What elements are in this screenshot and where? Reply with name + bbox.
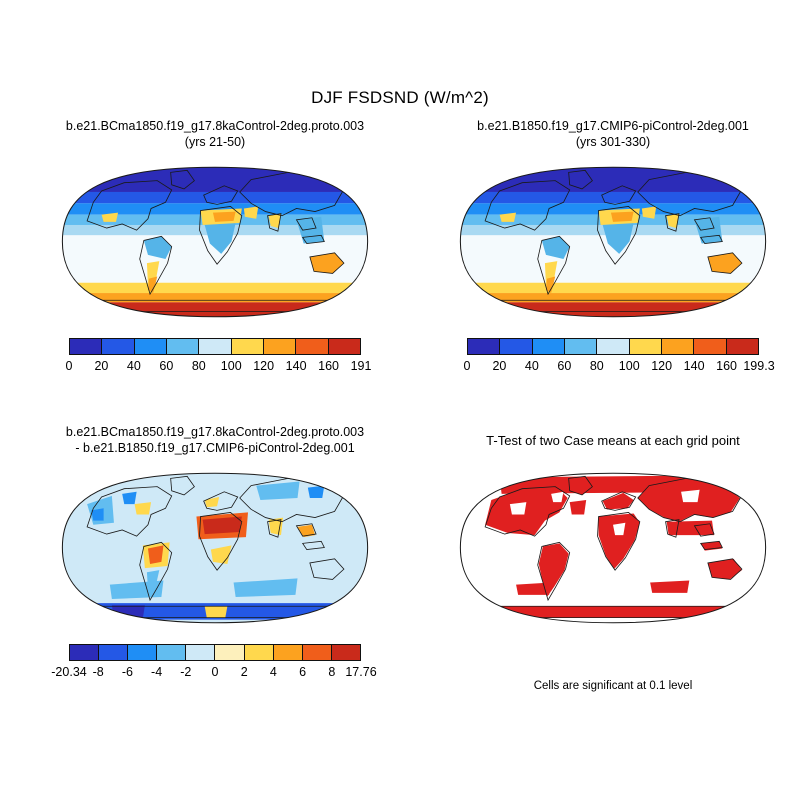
map-fill-layer xyxy=(460,473,766,623)
colorbar-box xyxy=(331,645,360,660)
colorbar-tick-label: 199.3 xyxy=(743,359,775,373)
colorbar-box xyxy=(500,339,533,354)
significance-caption: Cells are significant at 0.1 level xyxy=(533,680,693,692)
panel-case2: b.e21.B1850.f19_g17.CMIP6-piControl-2deg… xyxy=(443,118,783,374)
colorbar-box xyxy=(166,339,200,354)
colorbar-tick-label: 100 xyxy=(220,359,242,373)
colorbar-case2: 0 20 40 60 80 100 120 140 160 199.3 xyxy=(463,338,775,374)
colorbar-tick-label: -2 xyxy=(180,665,192,679)
panel-case1-title-line2: (yrs 21-50) xyxy=(184,135,246,149)
colorbar-tick-label: 100 xyxy=(618,359,640,373)
colorbar-box xyxy=(629,339,662,354)
panel-case2-title: b.e21.B1850.f19_g17.CMIP6-piControl-2deg… xyxy=(443,118,783,152)
panel-difference-title: b.e21.BCma1850.f19_g17.8kaControl-2deg.p… xyxy=(45,424,385,458)
colorbar-tick-label: 40 xyxy=(524,359,539,373)
colorbar-tick-label: 120 xyxy=(651,359,673,373)
colorbar-box xyxy=(263,339,297,354)
panel-difference-title-line1: b.e21.BCma1850.f19_g17.8kaControl-2deg.p… xyxy=(65,425,365,439)
colorbar-box xyxy=(134,339,167,354)
colorbar-box xyxy=(296,339,329,354)
panel-ttest: T-Test of two Case means at each grid po… xyxy=(443,424,783,692)
map-case1 xyxy=(61,166,369,318)
colorbar-tick-label: 0 xyxy=(463,359,471,373)
colorbar-tick-label: 20 xyxy=(492,359,507,373)
colorbar-box xyxy=(564,339,598,354)
colorbar-box xyxy=(468,339,501,354)
map-fill-layer xyxy=(62,473,368,623)
colorbar-box xyxy=(532,339,565,354)
colorbar-tick-label: 80 xyxy=(191,359,206,373)
colorbar-tick-label: 17.76 xyxy=(345,665,377,679)
colorbar-tick-label: 140 xyxy=(683,359,705,373)
colorbar-tick-label: 60 xyxy=(557,359,572,373)
colorbar-tick-label: -8 xyxy=(92,665,104,679)
colorbar-tick-label: 8 xyxy=(328,665,336,679)
panel-ttest-title-line1: T-Test of two Case means at each grid po… xyxy=(486,433,740,448)
colorbar-box xyxy=(102,339,135,354)
colorbar-tick-label: 140 xyxy=(285,359,307,373)
colorbar-boxes xyxy=(69,644,361,661)
panel-difference-title-line2: - b.e21.B1850.f19_g17.CMIP6-piControl-2d… xyxy=(75,441,355,455)
colorbar-tick-label: 0 xyxy=(65,359,73,373)
colorbar-tick-label: 160 xyxy=(318,359,339,373)
colorbar-box xyxy=(128,645,158,660)
colorbar-tick-label: 40 xyxy=(126,359,141,373)
colorbar-tick-label: 60 xyxy=(159,359,174,373)
map-ttest xyxy=(459,472,767,624)
colorbar-tick-label: 6 xyxy=(299,665,307,679)
colorbar-tick-label: 4 xyxy=(269,665,277,679)
colorbar-tick-label: 160 xyxy=(716,359,737,373)
colorbar-box xyxy=(694,339,727,354)
colorbar-tick-label: 120 xyxy=(253,359,275,373)
colorbar-difference: -20.34 -8 -6 -4 -2 0 2 4 6 8 17.76 xyxy=(51,644,377,680)
panel-difference: b.e21.BCma1850.f19_g17.8kaControl-2deg.p… xyxy=(45,424,385,680)
colorbar-box xyxy=(597,339,630,354)
panel-case1-title: b.e21.BCma1850.f19_g17.8kaControl-2deg.p… xyxy=(45,118,385,152)
panel-case1: b.e21.BCma1850.f19_g17.8kaControl-2deg.p… xyxy=(45,118,385,374)
colorbar-box xyxy=(726,339,758,354)
colorbar-box xyxy=(199,339,232,354)
colorbar-tick-label: -20.34 xyxy=(51,665,87,679)
colorbar-box xyxy=(273,645,303,660)
colorbar-box xyxy=(244,645,274,660)
colorbar-tick-label: -6 xyxy=(121,665,133,679)
colorbar-tick-labels: 0 20 40 60 80 100 120 140 160 191 xyxy=(65,359,372,374)
colorbar-tick-label: 2 xyxy=(240,665,248,679)
panel-case2-title-line2: (yrs 301-330) xyxy=(575,135,651,149)
colorbar-tick-labels: 0 20 40 60 80 100 120 140 160 199.3 xyxy=(463,359,775,374)
colorbar-box xyxy=(157,645,187,660)
map-case2 xyxy=(459,166,767,318)
colorbar-case1: 0 20 40 60 80 100 120 140 160 191 xyxy=(65,338,372,374)
panel-case1-title-line1: b.e21.BCma1850.f19_g17.8kaControl-2deg.p… xyxy=(65,119,365,133)
colorbar-box xyxy=(231,339,264,354)
colorbar-box xyxy=(70,645,100,660)
panel-case2-title-line1: b.e21.B1850.f19_g17.CMIP6-piControl-2deg… xyxy=(477,119,749,133)
panel-ttest-title: T-Test of two Case means at each grid po… xyxy=(443,424,783,458)
colorbar-boxes xyxy=(467,338,759,355)
colorbar-box xyxy=(70,339,103,354)
colorbar-tick-label: 80 xyxy=(589,359,604,373)
colorbar-box xyxy=(99,645,129,660)
colorbar-box xyxy=(302,645,332,660)
figure-title: DJF FSDSND (W/m^2) xyxy=(311,88,489,107)
colorbar-box xyxy=(186,645,216,660)
colorbar-box xyxy=(661,339,695,354)
colorbar-box xyxy=(215,645,245,660)
colorbar-boxes xyxy=(69,338,361,355)
colorbar-tick-label: -4 xyxy=(151,665,163,679)
colorbar-box xyxy=(328,339,360,354)
colorbar-tick-label: 20 xyxy=(94,359,109,373)
colorbar-tick-labels: -20.34 -8 -6 -4 -2 0 2 4 6 8 17.76 xyxy=(51,665,376,680)
map-difference xyxy=(61,472,369,624)
colorbar-tick-label: 191 xyxy=(350,359,372,373)
colorbar-tick-label: 0 xyxy=(211,665,219,679)
